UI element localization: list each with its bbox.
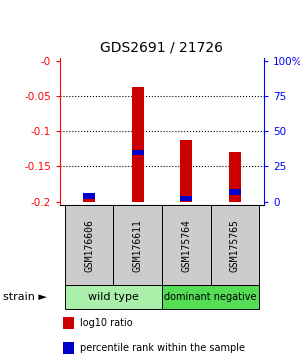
- Text: dominant negative: dominant negative: [164, 292, 257, 302]
- Bar: [132, 150, 144, 155]
- Bar: [211, 205, 259, 285]
- Text: GSM176606: GSM176606: [84, 219, 94, 272]
- Bar: [65, 205, 113, 285]
- Bar: [229, 189, 241, 195]
- Bar: [229, 152, 241, 202]
- Bar: [180, 139, 192, 202]
- Title: GDS2691 / 21726: GDS2691 / 21726: [100, 40, 224, 55]
- Text: percentile rank within the sample: percentile rank within the sample: [80, 343, 244, 353]
- Bar: [65, 285, 162, 309]
- Bar: [162, 205, 211, 285]
- Bar: [83, 197, 95, 202]
- Text: GSM175764: GSM175764: [181, 219, 191, 272]
- Text: GSM176611: GSM176611: [133, 219, 143, 272]
- Text: GSM175765: GSM175765: [230, 219, 240, 272]
- Bar: [162, 285, 259, 309]
- Bar: [113, 205, 162, 285]
- Bar: [132, 87, 144, 202]
- Bar: [180, 196, 192, 201]
- Text: strain ►: strain ►: [3, 292, 47, 302]
- Text: wild type: wild type: [88, 292, 139, 302]
- Text: log10 ratio: log10 ratio: [80, 318, 132, 328]
- Bar: [83, 193, 95, 199]
